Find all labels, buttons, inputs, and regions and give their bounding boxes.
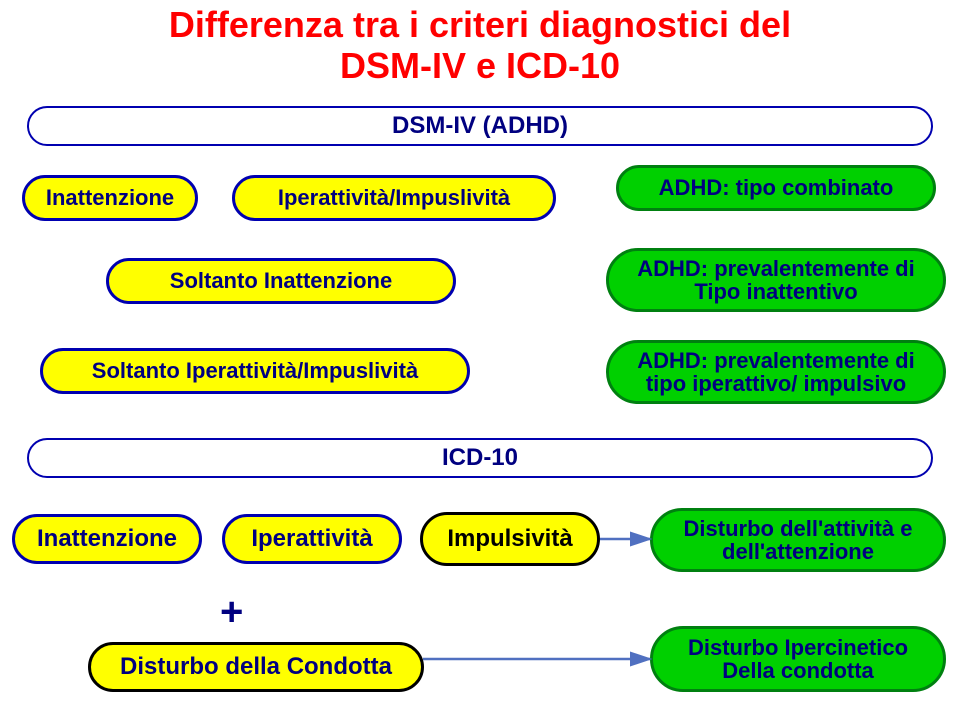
soltanto-iperattivita: Soltanto Iperattività/Impuslività: [40, 348, 470, 394]
iperattivita-left: Iperattività/Impuslività: [232, 175, 556, 221]
adhd-inattentivo: ADHD: prevalentemente diTipo inattentivo: [606, 248, 946, 312]
plus-sign: +: [220, 590, 243, 635]
inattenzione-left: Inattenzione: [22, 175, 198, 221]
disturbo-condotta: Disturbo della Condotta: [88, 642, 424, 692]
dsm-header: DSM-IV (ADHD): [27, 106, 933, 146]
icd-iperattivita: Iperattività: [222, 514, 402, 564]
adhd-combinato: ADHD: tipo combinato: [616, 165, 936, 211]
disturbo-attivita: Disturbo dell'attività edell'attenzione: [650, 508, 946, 572]
icd-impulsivita: Impulsività: [420, 512, 600, 566]
adhd-iperattivo: ADHD: prevalentemente ditipo iperattivo/…: [606, 340, 946, 404]
title-line2: DSM-IV e ICD-10: [340, 45, 620, 86]
title-line1: Differenza tra i criteri diagnostici del: [169, 4, 791, 45]
icd-header: ICD-10: [27, 438, 933, 478]
icd-inattenzione: Inattenzione: [12, 514, 202, 564]
disturbo-ipercinetico: Disturbo IpercineticoDella condotta: [650, 626, 946, 692]
soltanto-inattenzione: Soltanto Inattenzione: [106, 258, 456, 304]
